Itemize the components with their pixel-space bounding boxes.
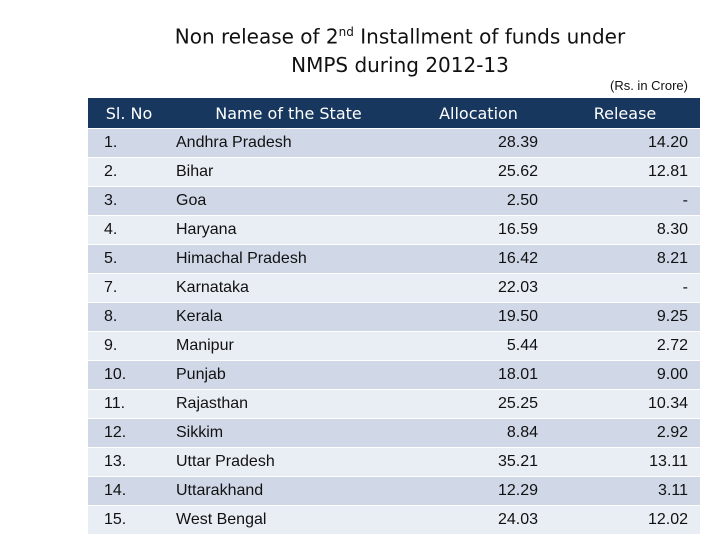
table-cell: 8.	[88, 302, 170, 332]
table-cell: 12.02	[550, 505, 700, 534]
table-row: 11. Rajasthan 25.25 10.34	[88, 389, 700, 419]
table-cell: 35.21	[407, 447, 550, 477]
table-cell: 9.	[88, 331, 170, 361]
column-header: Release	[550, 98, 700, 129]
table-row: 14. Uttarakhand 12.29 3.11	[88, 476, 700, 506]
table-cell: 1.	[88, 128, 170, 158]
table-cell: Goa	[170, 186, 407, 216]
title-text: Installment of funds under	[353, 24, 626, 49]
table-cell: 25.25	[407, 389, 550, 419]
table-cell: 13.11	[550, 447, 700, 477]
table-cell: Andhra Pradesh	[170, 128, 407, 158]
table-body: 1. Andhra Pradesh 28.39 14.20 2. Bihar 25.62 12…	[88, 128, 700, 534]
table-row: 15. West Bengal 24.03 12.02	[88, 505, 700, 534]
table-cell: Haryana	[170, 215, 407, 245]
table-cell: Bihar	[170, 157, 407, 187]
table-cell: Karnataka	[170, 273, 407, 303]
table-cell: 5.	[88, 244, 170, 274]
column-header: Name of the State	[170, 98, 407, 129]
table-row: 2. Bihar 25.62 12.81	[88, 157, 700, 187]
table-cell: Rajasthan	[170, 389, 407, 419]
column-header: Allocation	[407, 98, 550, 129]
table-cell: 25.62	[407, 157, 550, 187]
table-cell: 3.	[88, 186, 170, 216]
table-row: 1. Andhra Pradesh 28.39 14.20	[88, 128, 700, 158]
table-cell: 22.03	[407, 273, 550, 303]
table-cell: 9.00	[550, 360, 700, 390]
table-cell: 24.03	[407, 505, 550, 534]
table-row: 7. Karnataka 22.03-	[88, 273, 700, 303]
column-header: Sl. No	[88, 98, 170, 129]
table-cell: 13.	[88, 447, 170, 477]
title-superscript: nd	[338, 25, 354, 39]
data-table: Sl. No Name of the State Allocation Release…	[88, 98, 700, 534]
table-cell: 3.11	[550, 476, 700, 506]
table-cell: Himachal Pradesh	[170, 244, 407, 274]
table-row: 9. Manipur 5.44 2.72	[88, 331, 700, 361]
table-cell: 9.25	[550, 302, 700, 332]
table-cell: 8.84	[407, 418, 550, 448]
table-cell: Uttar Pradesh	[170, 447, 407, 477]
table-cell: 16.59	[407, 215, 550, 245]
table-row: 13. Uttar Pradesh 35.21 13.11	[88, 447, 700, 477]
table-row: 12. Sikkim 8.84 2.92	[88, 418, 700, 448]
table-row: 4. Haryana 16.59 8.30	[88, 215, 700, 245]
title-text: Non release of 2	[174, 24, 339, 49]
table-cell: Sikkim	[170, 418, 407, 448]
table-cell: 14.20	[550, 128, 700, 158]
table-cell: 7.	[88, 273, 170, 303]
table-cell: Punjab	[170, 360, 407, 390]
header-row: Sl. No Name of the State Allocation Release	[88, 98, 700, 129]
title: Non release of 2nd Installment of funds …	[80, 18, 720, 79]
table-cell: 12.	[88, 418, 170, 448]
title-line-1: Non release of 2nd Installment of funds …	[80, 18, 720, 51]
table-row: 3. Goa 2.50-	[88, 186, 700, 216]
table-cell: -	[550, 186, 700, 216]
table-cell: 12.81	[550, 157, 700, 187]
table-cell: West Bengal	[170, 505, 407, 534]
table-cell: 10.	[88, 360, 170, 390]
table-cell: 18.01	[407, 360, 550, 390]
table-row: 10. Punjab 18.01 9.00	[88, 360, 700, 390]
table-cell: 2.92	[550, 418, 700, 448]
table-cell: Kerala	[170, 302, 407, 332]
unit-note: (Rs. in Crore)	[609, 78, 688, 93]
table-cell: 8.30	[550, 215, 700, 245]
table-cell: 15.	[88, 505, 170, 534]
table-row: 5. Himachal Pradesh 16.42 8.21	[88, 244, 700, 274]
table-cell: 28.39	[407, 128, 550, 158]
table-cell: -	[550, 273, 700, 303]
table-cell: 2.72	[550, 331, 700, 361]
table-cell: 4.	[88, 215, 170, 245]
table-cell: 19.50	[407, 302, 550, 332]
table-row: 8. Kerala 19.50 9.25	[88, 302, 700, 332]
title-line-2: NMPS during 2012-13	[291, 52, 509, 77]
table-cell: 16.42	[407, 244, 550, 274]
table-cell: 14.	[88, 476, 170, 506]
table-cell: 2.	[88, 157, 170, 187]
table-cell: 11.	[88, 389, 170, 419]
table-cell: Uttarakhand	[170, 476, 407, 506]
table-cell: 2.50	[407, 186, 550, 216]
table-cell: 8.21	[550, 244, 700, 274]
table-cell: Manipur	[170, 331, 407, 361]
table-cell: 12.29	[407, 476, 550, 506]
table-cell: 5.44	[407, 331, 550, 361]
table-cell: 10.34	[550, 389, 700, 419]
